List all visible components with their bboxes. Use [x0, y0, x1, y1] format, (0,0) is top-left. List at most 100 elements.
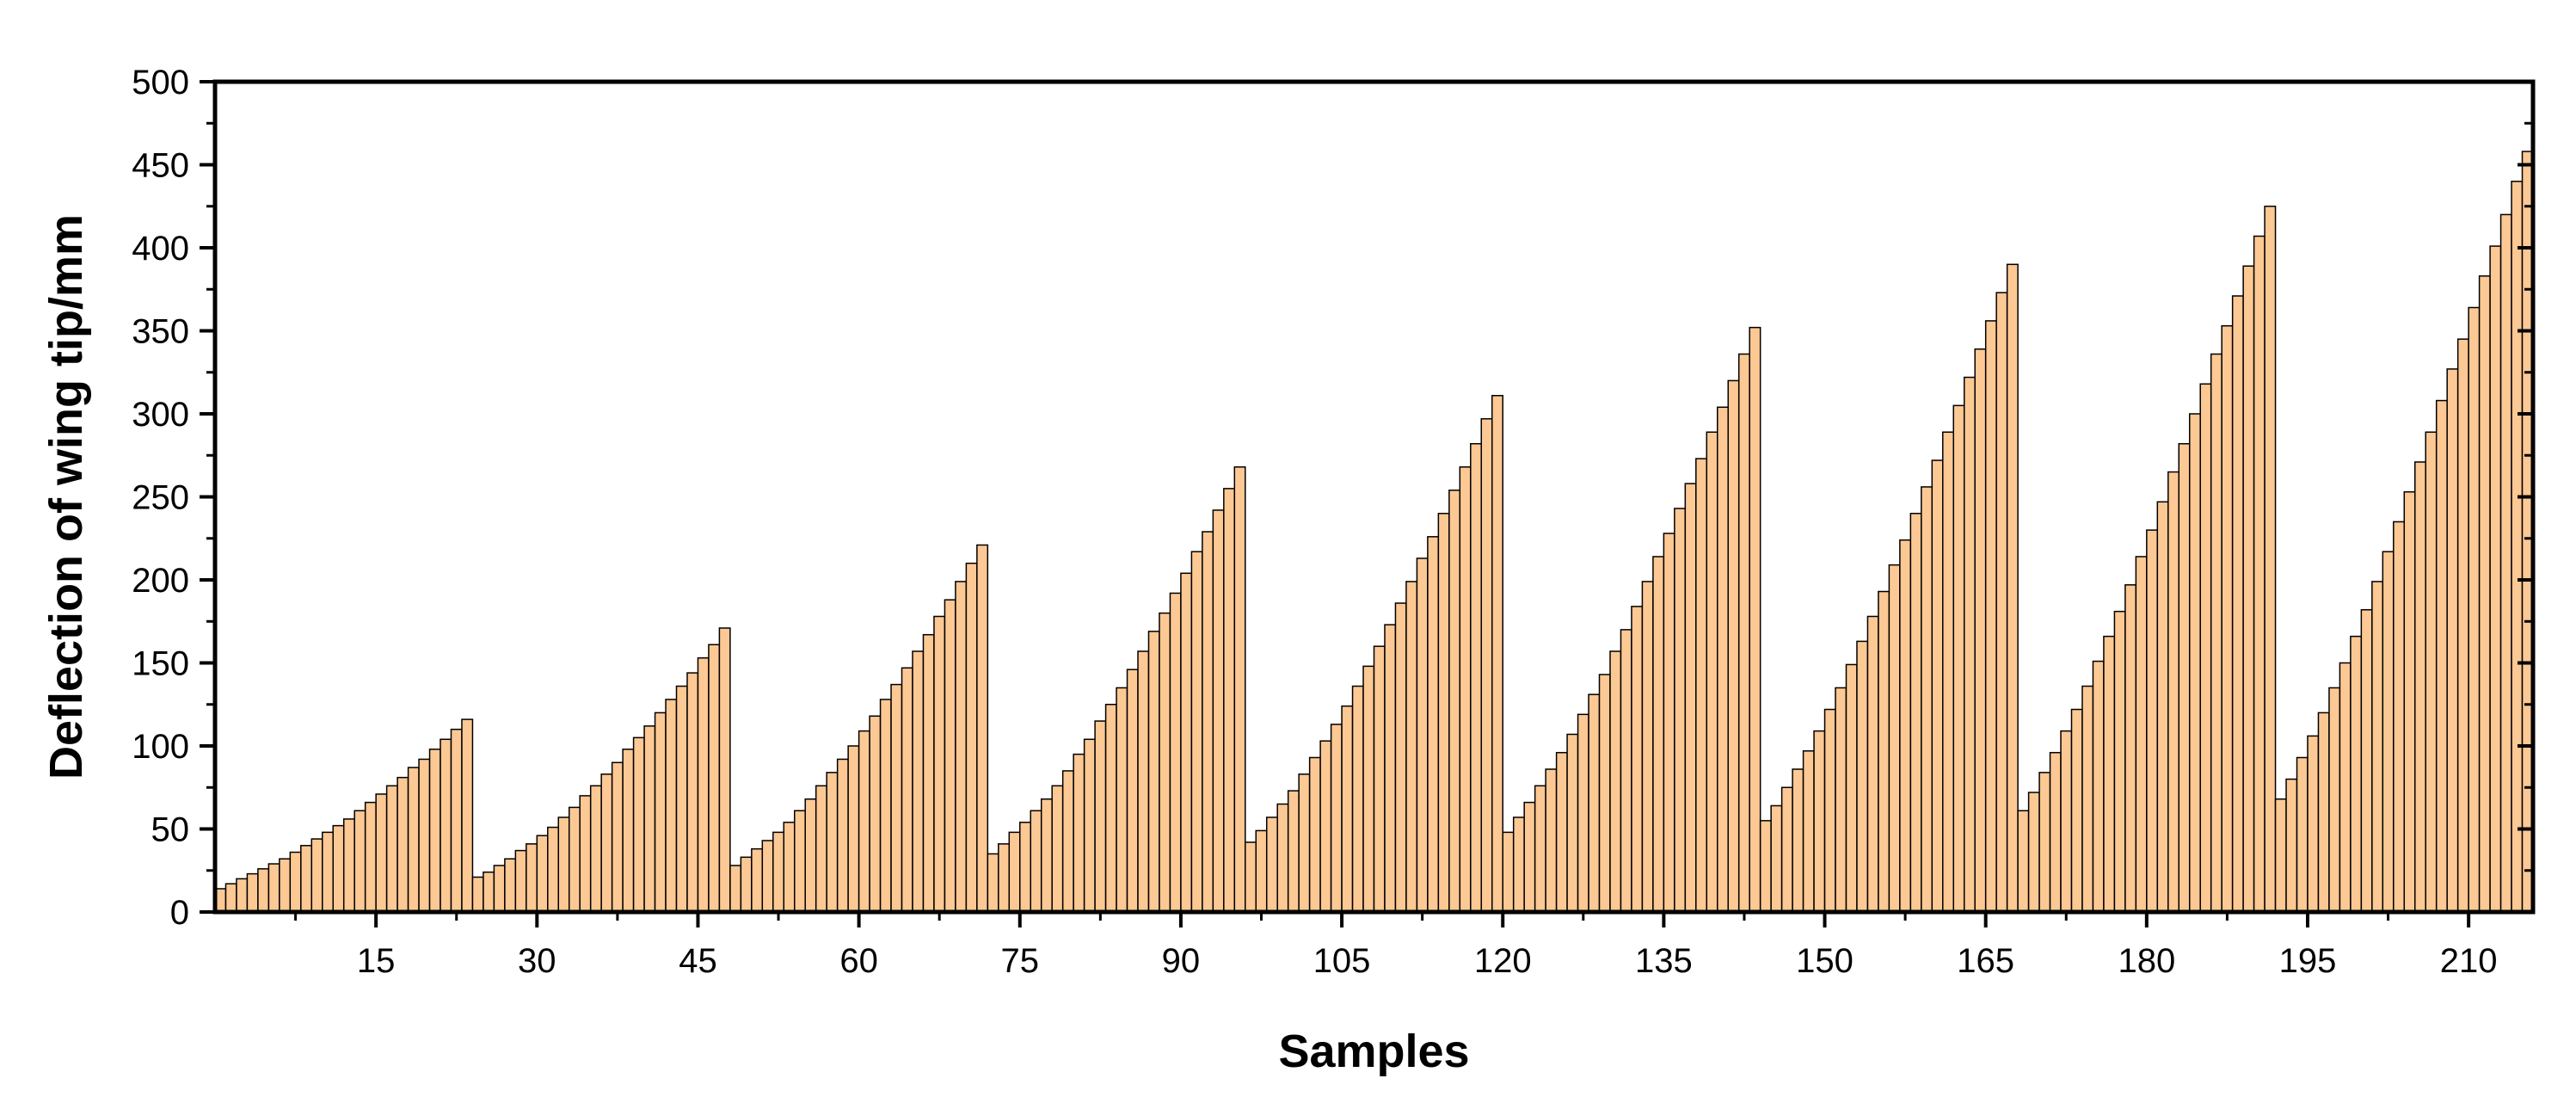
bar: [686, 672, 699, 913]
bar: [1588, 693, 1601, 913]
bar: [300, 845, 313, 913]
bar: [2188, 413, 2201, 913]
bar: [1813, 730, 1826, 913]
bar: [1674, 508, 1687, 913]
bar: [622, 749, 635, 913]
bar: [1802, 750, 1815, 913]
bar: [976, 544, 989, 913]
bar: [1427, 536, 1440, 913]
bar: [2456, 338, 2469, 913]
bar: [1512, 816, 1525, 913]
x-tick-label: 45: [679, 942, 717, 980]
bar: [1888, 564, 1901, 913]
bar: [1287, 790, 1300, 913]
bar: [912, 650, 925, 913]
bar: [1437, 513, 1450, 913]
bar: [1298, 773, 1311, 913]
x-tick-label: 90: [1162, 942, 1201, 980]
bar: [665, 699, 678, 913]
bar: [2103, 635, 2116, 913]
bar: [1663, 533, 1675, 913]
bar: [1405, 581, 1418, 913]
bar: [1073, 753, 1085, 913]
bar: [1737, 353, 1750, 913]
bar: [1233, 466, 1246, 913]
bar: [697, 656, 710, 913]
bar: [504, 858, 517, 913]
y-tick-label: 50: [151, 811, 190, 849]
x-tick-label: 195: [2279, 942, 2337, 980]
y-axis-title: Deflection of wing tip/mm: [40, 214, 92, 779]
bar: [2006, 263, 2019, 913]
bar: [2146, 529, 2159, 913]
bar: [2307, 735, 2320, 913]
y-tick-label: 500: [132, 64, 189, 102]
y-tick-label: 300: [132, 396, 189, 434]
bar: [2296, 756, 2309, 913]
bar: [783, 822, 796, 913]
bar: [1480, 418, 1493, 913]
bar: [1116, 687, 1128, 913]
bar: [2371, 581, 2384, 913]
bar: [654, 712, 667, 913]
bar: [718, 627, 731, 913]
bar: [740, 856, 753, 913]
x-tick-label: 135: [1635, 942, 1693, 980]
bar: [1963, 376, 1976, 913]
x-tick-label: 150: [1796, 942, 1854, 980]
bar: [1094, 720, 1107, 913]
bar: [1770, 804, 1783, 913]
bar: [589, 785, 602, 913]
bar: [1330, 724, 1343, 913]
bar: [1823, 708, 1836, 913]
bar: [1147, 631, 1160, 913]
bar: [675, 685, 688, 913]
bar: [708, 644, 721, 913]
bar: [1717, 406, 1729, 913]
bar: [279, 858, 292, 913]
x-tick-label: 210: [2440, 942, 2498, 980]
bar: [643, 725, 656, 913]
bar: [1180, 572, 1193, 913]
bar: [1942, 431, 1955, 913]
bar: [2403, 490, 2416, 913]
bar: [1899, 539, 1912, 913]
bar: [2350, 635, 2363, 913]
bar: [1040, 798, 1053, 913]
x-tick-label: 15: [357, 942, 396, 980]
bar: [1502, 831, 1515, 913]
bar: [2339, 662, 2352, 913]
bar: [2360, 608, 2373, 913]
bar: [869, 715, 882, 913]
bar: [2070, 708, 2083, 913]
x-tick-label: 120: [1474, 942, 1532, 980]
bar: [1491, 395, 1503, 913]
bar: [2425, 431, 2438, 913]
bar: [2446, 368, 2459, 913]
bar: [2092, 660, 2105, 913]
bar: [2511, 181, 2524, 913]
bar: [1416, 558, 1429, 913]
bar: [815, 785, 827, 913]
bar: [794, 810, 806, 913]
bar: [2468, 306, 2481, 913]
bar: [1727, 379, 1740, 913]
y-tick-label: 200: [132, 562, 189, 600]
bar: [1534, 785, 1546, 913]
bar: [965, 562, 978, 913]
bar: [826, 772, 839, 913]
bar: [322, 831, 334, 913]
bar: [1684, 483, 1697, 913]
bar: [1051, 785, 1064, 913]
bar: [1126, 669, 1139, 913]
bar: [1169, 592, 1182, 913]
bar: [2253, 235, 2266, 913]
bar: [987, 853, 999, 913]
bar: [526, 843, 538, 913]
bar: [2478, 275, 2491, 913]
bar: [1931, 459, 1944, 913]
bar: [751, 847, 764, 913]
bar: [1792, 768, 1804, 913]
bar: [1319, 740, 1332, 913]
bar: [836, 758, 849, 913]
